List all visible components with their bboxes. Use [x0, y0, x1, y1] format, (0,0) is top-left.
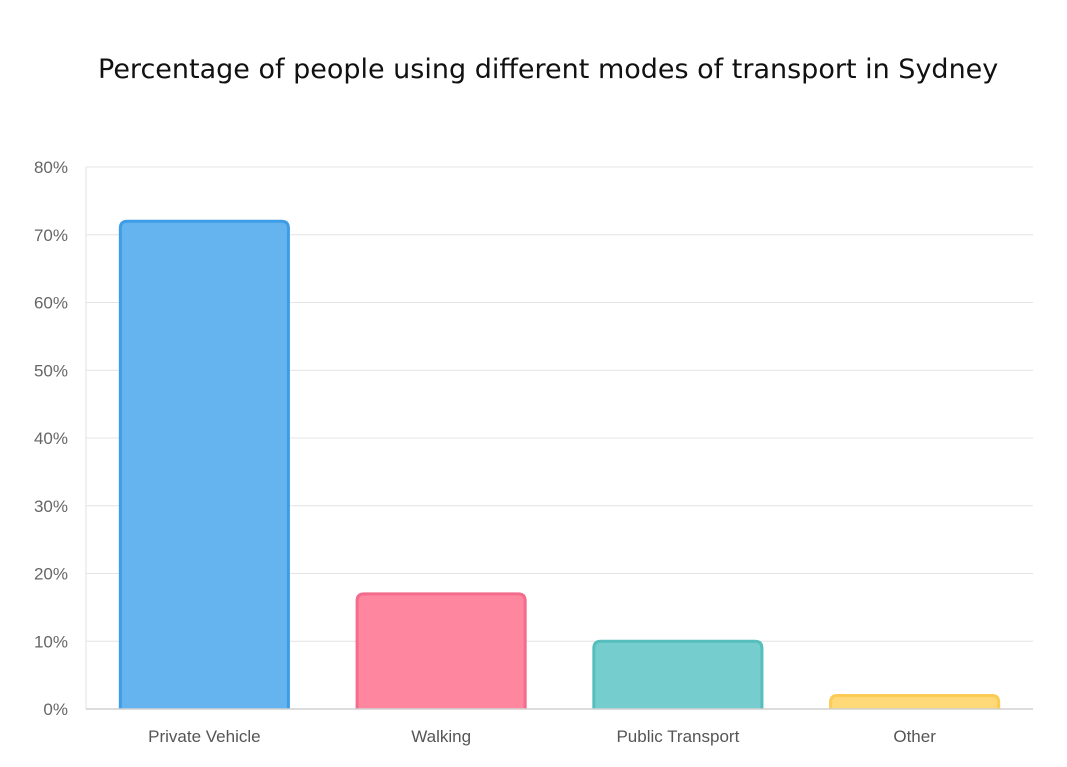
x-category-label: Public Transport: [616, 727, 739, 746]
bar: [120, 221, 288, 709]
x-category-label: Private Vehicle: [148, 727, 260, 746]
y-tick-label: 30%: [34, 497, 68, 516]
bars: [120, 221, 998, 709]
x-category-label: Other: [893, 727, 936, 746]
y-tick-label: 10%: [34, 632, 68, 651]
bar: [594, 641, 762, 709]
x-axis-labels: Private Vehicle Walking Public Transport Ot…: [148, 727, 936, 746]
y-tick-label: 80%: [34, 158, 68, 177]
bar: [357, 594, 525, 709]
y-axis-ticks: 0% 10% 20% 30% 40% 50% 60% 70% 80%: [34, 158, 68, 719]
y-tick-label: 70%: [34, 226, 68, 245]
bar: [831, 695, 999, 709]
y-tick-label: 0%: [43, 700, 68, 719]
y-tick-label: 20%: [34, 565, 68, 584]
y-tick-label: 50%: [34, 361, 68, 380]
x-category-label: Walking: [411, 727, 471, 746]
y-tick-label: 40%: [34, 429, 68, 448]
y-tick-label: 60%: [34, 294, 68, 313]
